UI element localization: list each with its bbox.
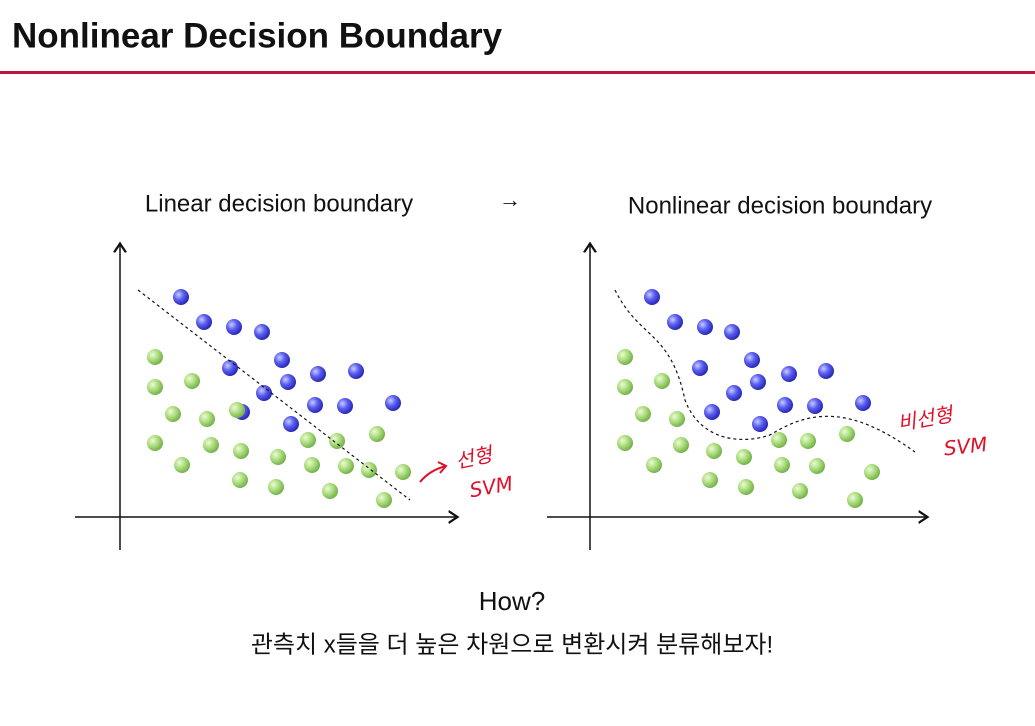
point [781,366,797,382]
footer-text: 관측치 x들을 더 높은 차원으로 변환시켜 분류해보자! [251,631,773,658]
point [165,406,181,422]
title-rule [0,71,1035,74]
point [184,373,200,389]
point [669,411,685,427]
points [147,289,880,508]
point [229,402,245,418]
point [635,406,651,422]
point [673,437,689,453]
point [774,457,790,473]
point [692,360,708,376]
annotation: SVM [943,432,989,460]
point [617,435,633,451]
point [270,449,286,465]
point [385,395,401,411]
point [726,385,742,401]
point [147,349,163,365]
point [199,411,215,427]
point [232,472,248,488]
point [226,319,242,335]
point [147,435,163,451]
point [307,397,323,413]
point [280,374,296,390]
point [174,457,190,473]
point [800,433,816,449]
point [864,464,880,480]
annotation: 선형 [453,442,497,474]
point [750,374,766,390]
point [338,458,354,474]
point [254,324,270,340]
point [646,457,662,473]
point [376,492,392,508]
point [839,426,855,442]
nonlinear-boundary [614,289,916,453]
point [300,432,316,448]
point [818,363,834,379]
annotation: 비선형 [896,402,957,436]
point [310,366,326,382]
panel-title: Nonlinear decision boundary [628,192,932,219]
axes [75,245,926,550]
point [654,373,670,389]
point [777,397,793,413]
point [304,457,320,473]
point [395,464,411,480]
point [337,398,353,414]
panel-title: Linear decision boundary [145,190,413,217]
point [348,363,364,379]
point [792,483,808,499]
point [361,462,377,478]
point [738,479,754,495]
point [752,416,768,432]
point [173,289,189,305]
point [704,404,720,420]
point [809,458,825,474]
point [724,324,740,340]
point [283,416,299,432]
point [203,437,219,453]
point [329,433,345,449]
point [369,426,385,442]
point [702,472,718,488]
point [771,432,787,448]
point [706,443,722,459]
annotation-arrow [419,461,448,483]
point [617,379,633,395]
point [233,443,249,459]
point [256,385,272,401]
point [147,379,163,395]
point [196,314,212,330]
point [222,360,238,376]
point [847,492,863,508]
annotation: SVM [468,471,515,502]
point [697,319,713,335]
point [617,349,633,365]
arrow: → [499,187,521,212]
slide-title: Nonlinear Decision Boundary [12,16,503,55]
point [736,449,752,465]
point [644,289,660,305]
question: How? [479,586,545,616]
point [855,395,871,411]
point [322,483,338,499]
point [274,352,290,368]
point [807,398,823,414]
point [268,479,284,495]
point [667,314,683,330]
point [744,352,760,368]
